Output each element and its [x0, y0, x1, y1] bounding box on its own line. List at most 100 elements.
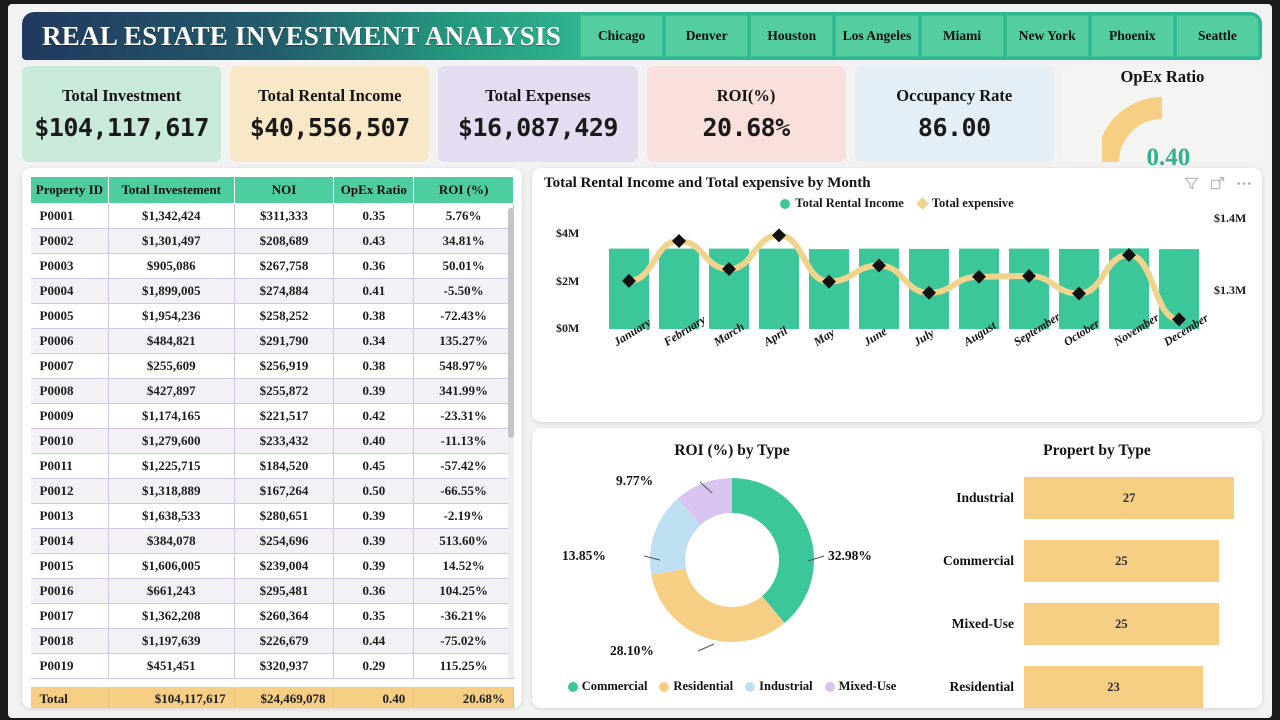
- table-row[interactable]: P0009 $1,174,165 $221,517 0.42 -23.31%: [30, 403, 514, 429]
- table-row[interactable]: P0016 $661,243 $295,481 0.36 104.25%: [30, 578, 514, 604]
- table-cell: 135.27%: [413, 328, 514, 354]
- legend-label: Residential: [673, 679, 734, 693]
- table-row[interactable]: P0006 $484,821 $291,790 0.34 135.27%: [30, 328, 514, 354]
- table-row[interactable]: P0011 $1,225,715 $184,520 0.45 -57.42%: [30, 453, 514, 479]
- city-tab-miami[interactable]: Miami: [920, 15, 1004, 57]
- legend-item-residential[interactable]: Residential: [659, 679, 733, 694]
- expense-marker-may: [822, 274, 836, 289]
- city-tab-chicago[interactable]: Chicago: [580, 15, 664, 57]
- city-tab-seattle[interactable]: Seattle: [1175, 15, 1259, 57]
- table-cell: $1,342,424: [108, 203, 235, 229]
- table-cell: $1,638,533: [108, 503, 235, 529]
- table-row[interactable]: P0012 $1,318,889 $167,264 0.50 -66.55%: [30, 478, 514, 504]
- hbar-value: 23: [1107, 679, 1120, 694]
- table-row[interactable]: P0004 $1,899,005 $274,884 0.41 -5.50%: [30, 278, 514, 304]
- legend-item-total-expensive[interactable]: Total expensive: [915, 196, 1014, 211]
- expense-marker-june: [872, 258, 886, 273]
- legend-item-commercial[interactable]: Commercial: [567, 679, 648, 694]
- column-header-opex-ratio[interactable]: OpEx Ratio: [333, 176, 415, 204]
- monthly-chart-plot: $0M $2M $4M $1.4M $1.3M January February March A…: [532, 211, 1262, 407]
- table-cell: $255,872: [234, 378, 335, 404]
- table-row[interactable]: P0010 $1,279,600 $233,432 0.40 -11.13%: [30, 428, 514, 454]
- roi-by-type-chart: ROI (%) by Type 32.98% 28.10% 13.85% 9.77% …: [532, 428, 932, 708]
- city-tab-phoenix[interactable]: Phoenix: [1090, 15, 1174, 57]
- table-cell: 513.60%: [413, 528, 514, 554]
- table-cell: 0.35: [333, 203, 415, 229]
- donut-leader-line: [807, 555, 825, 562]
- donut-value-label-mixed-use: 9.77%: [616, 473, 654, 488]
- table-total-cell: Total: [30, 686, 109, 708]
- hbar-row-commercial[interactable]: Commercial 25: [932, 537, 1262, 585]
- hbar-row-residential[interactable]: Residential 23: [932, 663, 1262, 711]
- donut-slice-commercial: [732, 478, 814, 623]
- table-row[interactable]: P0001 $1,342,424 $311,333 0.35 5.76%: [30, 203, 514, 229]
- table-row[interactable]: P0003 $905,086 $267,758 0.36 50.01%: [30, 253, 514, 279]
- table-cell: P0007: [30, 353, 109, 379]
- kpi-label: Occupancy Rate: [896, 86, 1013, 105]
- table-row[interactable]: P0015 $1,606,005 $239,004 0.39 14.52%: [30, 553, 514, 579]
- hbar-row-industrial[interactable]: Industrial 27: [932, 474, 1262, 522]
- table-cell: 0.43: [333, 228, 415, 254]
- table-scrollbar[interactable]: [508, 208, 514, 678]
- column-header-roi[interactable]: ROI (%): [413, 176, 514, 204]
- table-cell: $451,451: [108, 653, 235, 679]
- table-total-cell: $24,469,078: [234, 686, 335, 708]
- legend-item-rental-income[interactable]: Total Rental Income: [780, 196, 904, 211]
- table-row[interactable]: P0005 $1,954,236 $258,252 0.38 -72.43%: [30, 303, 514, 329]
- property-table-panel: Property ID Total Investement NOI OpEx R…: [22, 168, 522, 708]
- hbar-fill: 27: [1024, 477, 1235, 519]
- table-cell: P0014: [30, 528, 109, 554]
- filter-icon[interactable]: [1184, 176, 1199, 191]
- table-cell: -11.13%: [413, 428, 514, 454]
- city-tab-denver[interactable]: Denver: [665, 15, 749, 57]
- table-row[interactable]: P0019 $451,451 $320,937 0.29 115.25%: [30, 653, 514, 679]
- hbar-track: 23: [1024, 666, 1262, 708]
- table-cell: 50.01%: [413, 253, 514, 279]
- city-tab-houston[interactable]: Houston: [750, 15, 834, 57]
- title-block: REAL ESTATE INVESTMENT ANALYSIS: [22, 12, 580, 60]
- table-cell: P0018: [30, 628, 109, 654]
- focus-mode-icon[interactable]: [1210, 176, 1225, 191]
- kpi-card-occupancy-rate: Occupancy Rate 86.00: [854, 66, 1054, 162]
- donut-leader-line: [697, 643, 715, 652]
- kpi-card-total-investment: Total Investment $104,117,617: [22, 66, 222, 162]
- kpi-card-total-rental-income: Total Rental Income $40,556,507: [230, 66, 430, 162]
- table-row[interactable]: P0008 $427,897 $255,872 0.39 341.99%: [30, 378, 514, 404]
- table-cell: P0012: [30, 478, 109, 504]
- table-cell: P0010: [30, 428, 109, 454]
- table-cell: $255,609: [108, 353, 235, 379]
- table-row[interactable]: P0013 $1,638,533 $280,651 0.39 -2.19%: [30, 503, 514, 529]
- table-cell: $311,333: [234, 203, 335, 229]
- table-row[interactable]: P0014 $384,078 $254,696 0.39 513.60%: [30, 528, 514, 554]
- table-cell: $1,279,600: [108, 428, 235, 454]
- table-row[interactable]: P0017 $1,362,208 $260,364 0.35 -36.21%: [30, 603, 514, 629]
- table-cell: $1,225,715: [108, 453, 235, 479]
- more-options-icon[interactable]: [1236, 176, 1252, 191]
- table-cell: $1,954,236: [108, 303, 235, 329]
- table-row[interactable]: P0002 $1,301,497 $208,689 0.43 34.81%: [30, 228, 514, 254]
- city-tab-new-york[interactable]: New York: [1005, 15, 1089, 57]
- kpi-value: $40,556,507: [249, 113, 411, 142]
- legend-label: Industrial: [759, 679, 813, 693]
- column-header-noi[interactable]: NOI: [233, 176, 335, 204]
- column-header-total-investment[interactable]: Total Investement: [107, 176, 235, 204]
- column-header-property-id[interactable]: Property ID: [30, 176, 109, 204]
- table-cell: 0.36: [333, 253, 415, 279]
- table-row[interactable]: P0007 $255,609 $256,919 0.38 548.97%: [30, 353, 514, 379]
- table-cell: 104.25%: [413, 578, 514, 604]
- table-cell: 0.36: [333, 578, 415, 604]
- legend-item-industrial[interactable]: Industrial: [745, 679, 813, 694]
- bar-may: [809, 249, 849, 329]
- city-tab-los-angeles[interactable]: Los Angeles: [835, 15, 919, 57]
- hbar-row-mixed-use[interactable]: Mixed-Use 25: [932, 600, 1262, 648]
- table-row[interactable]: P0018 $1,197,639 $226,679 0.44 -75.02%: [30, 628, 514, 654]
- table-cell: 0.40: [333, 428, 415, 454]
- property-table-scroll[interactable]: Property ID Total Investement NOI OpEx R…: [30, 176, 516, 708]
- table-cell: $1,197,639: [108, 628, 235, 654]
- table-cell: 115.25%: [413, 653, 514, 679]
- table-total-row: Total $104,117,617 $24,469,078 0.40 20.68%: [30, 686, 514, 708]
- legend-label: Commercial: [581, 679, 648, 693]
- donut-slice-residential: [651, 568, 785, 642]
- legend-item-mixed-use[interactable]: Mixed-Use: [824, 679, 896, 694]
- kpi-label: Total Expenses: [485, 86, 591, 105]
